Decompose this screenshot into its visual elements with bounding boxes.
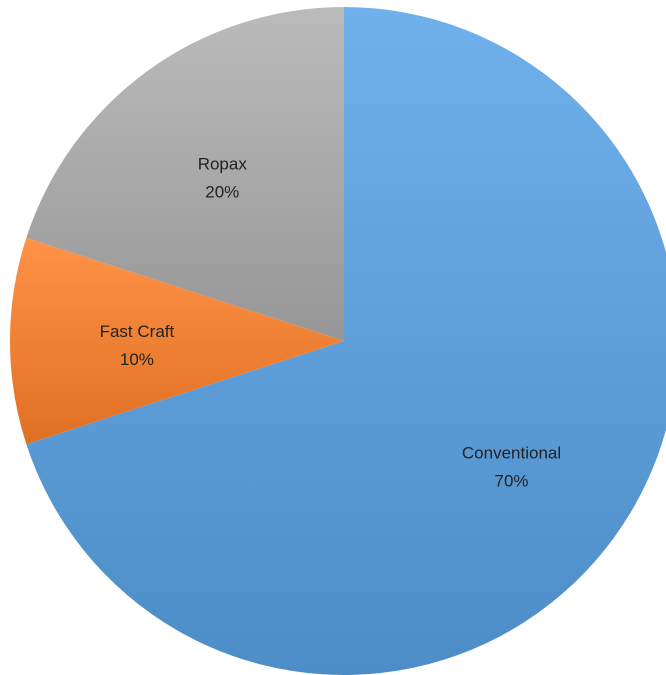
slice-percent-conventional: 70% xyxy=(495,472,529,491)
slice-label-ropax: Ropax xyxy=(198,154,248,173)
slice-label-fast-craft: Fast Craft xyxy=(100,322,175,341)
slice-percent-fast-craft: 10% xyxy=(120,350,154,369)
pie-slice-fast-craft xyxy=(9,237,344,445)
slice-percent-ropax: 20% xyxy=(205,182,239,201)
pie-slice-conventional xyxy=(26,7,666,675)
pie-slice-ropax xyxy=(26,7,344,341)
slice-label-conventional: Conventional xyxy=(462,444,561,463)
pie-slices xyxy=(9,7,666,675)
pie-data-labels: Conventional 70% Fast Craft 10% Ropax 20% xyxy=(100,154,562,490)
